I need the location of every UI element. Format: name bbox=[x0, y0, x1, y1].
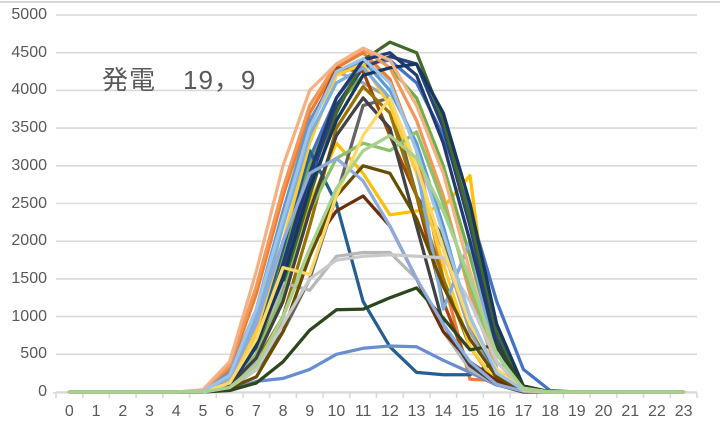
x-tick-label: 10 bbox=[327, 403, 346, 420]
x-tick-label: 7 bbox=[251, 403, 261, 420]
x-tick-label: 1 bbox=[91, 403, 101, 420]
y-tick-label: 3500 bbox=[11, 119, 47, 137]
x-tick-label: 3 bbox=[145, 403, 154, 420]
x-tick-label: 15 bbox=[461, 403, 479, 420]
x-tick-label: 19 bbox=[567, 403, 586, 420]
window-top-border bbox=[0, 1, 720, 3]
series-line-1[interactable] bbox=[67, 58, 686, 394]
series-line-24[interactable] bbox=[67, 286, 686, 394]
y-tick-label: 1000 bbox=[11, 307, 47, 325]
x-tick-label: 2 bbox=[118, 403, 128, 420]
y-tick-label: 2500 bbox=[11, 194, 47, 212]
x-tick-label: 22 bbox=[648, 403, 666, 420]
x-tick-label: 16 bbox=[487, 403, 506, 420]
series-line-30[interactable] bbox=[67, 133, 686, 394]
y-tick-label: 4000 bbox=[11, 81, 47, 99]
y-tick-label: 1500 bbox=[11, 269, 47, 287]
chart-title[interactable]: 発電 19，9 bbox=[102, 65, 257, 95]
x-tick-label: 5 bbox=[198, 403, 208, 420]
x-tick-label: 14 bbox=[434, 403, 453, 420]
x-tick-label: 11 bbox=[354, 403, 372, 420]
y-tick-label: 5000 bbox=[11, 6, 47, 23]
x-tick-label: 17 bbox=[514, 403, 533, 420]
x-tick-label: 8 bbox=[278, 403, 288, 420]
x-tick-label: 6 bbox=[225, 403, 235, 420]
y-tick-label: 0 bbox=[38, 383, 47, 400]
y-tick-label: 500 bbox=[20, 345, 47, 363]
series-line-5[interactable] bbox=[67, 58, 686, 394]
x-tick-label: 21 bbox=[621, 403, 640, 420]
series-line-20[interactable] bbox=[67, 194, 686, 394]
x-tick-label: 23 bbox=[674, 403, 693, 420]
y-tick-label: 3000 bbox=[11, 156, 47, 174]
series-line-3[interactable] bbox=[67, 69, 686, 394]
series-line-29[interactable] bbox=[67, 57, 686, 394]
series-line-13[interactable] bbox=[67, 344, 686, 394]
x-tick-label: 0 bbox=[64, 403, 74, 420]
series-line-11[interactable] bbox=[67, 149, 686, 394]
x-tick-label: 13 bbox=[407, 403, 426, 420]
y-tick-label: 2000 bbox=[11, 232, 47, 250]
x-tick-label: 4 bbox=[171, 403, 181, 420]
x-tick-label: 18 bbox=[541, 403, 559, 420]
x-tick-label: 12 bbox=[380, 403, 399, 420]
x-tick-label: 20 bbox=[594, 403, 613, 420]
y-tick-label: 4500 bbox=[11, 43, 47, 61]
x-tick-label: 9 bbox=[305, 403, 315, 420]
